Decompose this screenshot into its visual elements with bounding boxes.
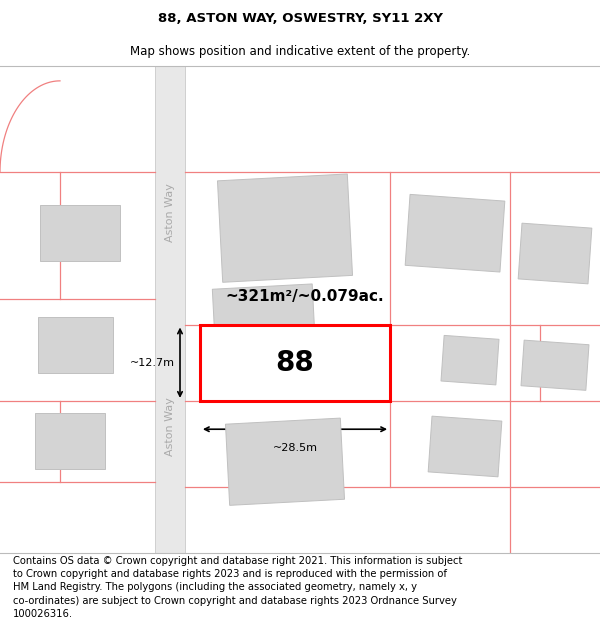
Polygon shape — [226, 418, 344, 506]
Polygon shape — [40, 205, 120, 261]
Text: 88: 88 — [275, 349, 314, 377]
Polygon shape — [405, 194, 505, 272]
Text: Map shows position and indicative extent of the property.: Map shows position and indicative extent… — [130, 45, 470, 58]
Polygon shape — [35, 414, 105, 469]
Text: ~321m²/~0.079ac.: ~321m²/~0.079ac. — [226, 289, 385, 304]
Polygon shape — [217, 174, 353, 282]
Text: Contains OS data © Crown copyright and database right 2021. This information is : Contains OS data © Crown copyright and d… — [13, 556, 463, 619]
Polygon shape — [37, 317, 113, 373]
Text: Aston Way: Aston Way — [165, 184, 175, 242]
Text: 88, ASTON WAY, OSWESTRY, SY11 2XY: 88, ASTON WAY, OSWESTRY, SY11 2XY — [157, 12, 443, 25]
Text: ~28.5m: ~28.5m — [272, 444, 317, 454]
Polygon shape — [428, 416, 502, 477]
Polygon shape — [521, 340, 589, 391]
Polygon shape — [155, 61, 185, 558]
Text: ~12.7m: ~12.7m — [130, 357, 175, 367]
Text: Aston Way: Aston Way — [165, 397, 175, 456]
Polygon shape — [518, 223, 592, 284]
Polygon shape — [212, 284, 317, 396]
Polygon shape — [200, 324, 390, 401]
Polygon shape — [441, 336, 499, 385]
